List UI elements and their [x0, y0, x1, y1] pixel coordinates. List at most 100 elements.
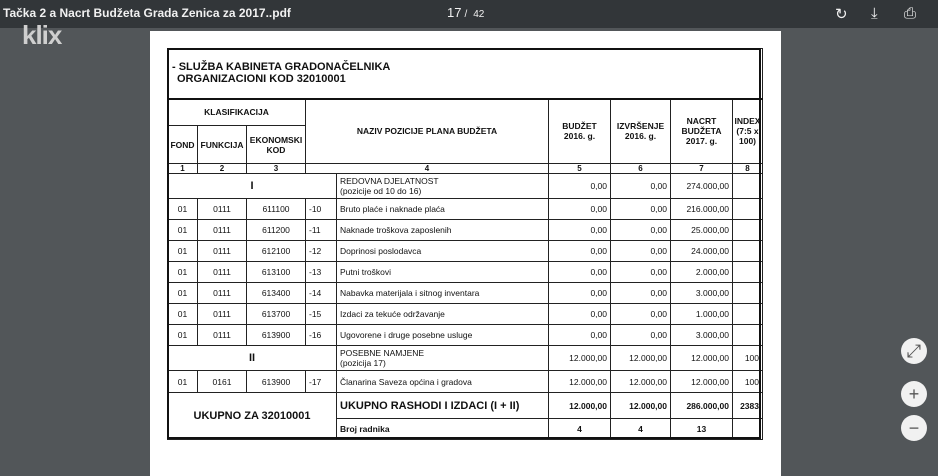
fond-cell: 01: [167, 370, 198, 393]
workers-i: 4: [610, 418, 671, 440]
section-name: REDOVNA DJELATNOST (pozicije od 10 do 16): [336, 173, 549, 199]
amount-b: 0,00: [548, 240, 611, 262]
table-row: 01 0161 613900 -17 Članarina Saveza općina i…: [167, 370, 763, 393]
zoom-out-icon[interactable]: −: [901, 415, 927, 441]
amount-b: 12.000,00: [548, 345, 611, 371]
amount-n: 216.000,00: [670, 198, 733, 220]
header-index: INDEX (7:5 x 100): [732, 98, 763, 164]
amount-x: [732, 219, 763, 241]
fond-cell: 01: [167, 261, 198, 283]
amount-i: 12.000,00: [610, 370, 671, 393]
ekonomski-cell: 613900: [246, 370, 306, 393]
col-number: 2: [197, 163, 247, 174]
workers-label: Broj radnika: [336, 418, 549, 440]
amount-b: 0,00: [548, 219, 611, 241]
ekonomski-cell: 611100: [246, 198, 306, 220]
section-row: I REDOVNA DJELATNOST (pozicije od 10 do 16…: [167, 173, 763, 199]
pozicija-cell: -14: [305, 282, 337, 304]
pozicija-cell: -15: [305, 303, 337, 325]
amount-x: 100: [732, 370, 763, 393]
amount-i: 0,00: [610, 198, 671, 220]
amount-n: 12.000,00: [670, 345, 733, 371]
document-title: Tačka 2 a Nacrt Budžeta Grada Zenica za …: [3, 6, 291, 20]
rotate-icon[interactable]: ↻: [835, 6, 848, 23]
table-row: 01 0111 613400 -14 Nabavka materijala i sitn…: [167, 282, 763, 304]
workers-row: Broj radnika 4 4 13: [168, 418, 763, 440]
naziv-cell: Izdaci za tekuće održavanje: [336, 303, 549, 325]
amount-i: 0,00: [610, 240, 671, 262]
col-number: 3: [246, 163, 306, 174]
total-label: UKUPNO ZA 32010001: [167, 392, 337, 440]
current-page-input[interactable]: 17: [447, 5, 462, 20]
ekonomski-cell: 611200: [246, 219, 306, 241]
amount-n: 2.000,00: [670, 261, 733, 283]
amount-b: 0,00: [548, 303, 611, 325]
total-b: 12.000,00: [548, 392, 611, 419]
ekonomski-cell: 613900: [246, 324, 306, 346]
fond-cell: 01: [167, 282, 198, 304]
pdf-page: - SLUŽBA KABINETA GRADONAČELNIKA ORGANIZA…: [150, 31, 781, 476]
amount-x: [732, 303, 763, 325]
naziv-cell: Ugovorene i druge posebne usluge: [336, 324, 549, 346]
naziv-cell: Bruto plaće i naknade plaća: [336, 198, 549, 220]
zoom-in-icon[interactable]: +: [901, 381, 927, 407]
fond-cell: 01: [167, 219, 198, 241]
pozicija-cell: -16: [305, 324, 337, 346]
col-number: 1: [167, 163, 198, 174]
header-klasifikacija: KLASIFIKACIJA: [167, 98, 306, 126]
amount-i: 0,00: [610, 324, 671, 346]
amount-b: 0,00: [548, 324, 611, 346]
total-name: UKUPNO RASHODI I IZDACI (I + II): [336, 392, 549, 419]
amount-n: 3.000,00: [670, 324, 733, 346]
table-row: 01 0111 612100 -12 Doprinosi poslodavca 0,00 0…: [167, 240, 763, 262]
fit-page-icon[interactable]: ⤢: [901, 338, 927, 364]
table-row: 01 0111 611200 -11 Naknade troškova zaposlen…: [167, 219, 763, 241]
amount-b: 0,00: [548, 261, 611, 283]
amount-n: 3.000,00: [670, 282, 733, 304]
header-nacrt: NACRT BUDŽETA 2017. g.: [670, 98, 733, 164]
ekonomski-cell: 612100: [246, 240, 306, 262]
amount-x: 100: [732, 345, 763, 371]
workers-n: 13: [670, 418, 733, 440]
table-row: 01 0111 613100 -13 Putni troškovi 0,00 0,00 2.0…: [167, 261, 763, 283]
amount-x: [732, 324, 763, 346]
total-x: 2383: [732, 392, 763, 419]
funkcija-cell: 0111: [197, 324, 247, 346]
funkcija-cell: 0161: [197, 370, 247, 393]
header-naziv: NAZIV POZICIJE PLANA BUDŽETA: [305, 98, 549, 164]
amount-i: 0,00: [610, 261, 671, 283]
total-i: 12.000,00: [610, 392, 671, 419]
print-icon[interactable]: ⎙: [904, 5, 917, 22]
header-izvrsenje: IZVRŠENJE 2016. g.: [610, 98, 671, 164]
funkcija-cell: 0111: [197, 282, 247, 304]
col-number: 8: [732, 163, 763, 174]
amount-x: [732, 240, 763, 262]
amount-i: 12.000,00: [610, 345, 671, 371]
amount-i: 0,00: [610, 303, 671, 325]
col-number: 5: [548, 163, 611, 174]
budget-table: - SLUŽBA KABINETA GRADONAČELNIKA ORGANIZA…: [167, 48, 763, 440]
header-ekonomski: EKONOMSKI KOD: [246, 125, 306, 164]
download-icon[interactable]: ⤓: [871, 5, 878, 22]
amount-i: 0,00: [610, 219, 671, 241]
amount-x: [732, 198, 763, 220]
pdf-toolbar: Tačka 2 a Nacrt Budžeta Grada Zenica za …: [0, 0, 938, 28]
amount-n: 24.000,00: [670, 240, 733, 262]
amount-b: 0,00: [548, 173, 611, 199]
org-heading: - SLUŽBA KABINETA GRADONAČELNIKA ORGANIZA…: [167, 48, 763, 100]
col-number: 6: [610, 163, 671, 174]
section-row: II POSEBNE NAMJENE (pozicija 17) 12.000,00 1…: [167, 345, 763, 371]
klix-watermark-logo: klix: [22, 20, 62, 50]
amount-n: 12.000,00: [670, 370, 733, 393]
col-number: 4: [305, 163, 549, 174]
header-budzet: BUDŽET 2016. g.: [548, 98, 611, 164]
naziv-cell: Doprinosi poslodavca: [336, 240, 549, 262]
heading-line1: - SLUŽBA KABINETA GRADONAČELNIKA: [172, 61, 391, 74]
naziv-cell: Nabavka materijala i sitnog inventara: [336, 282, 549, 304]
header-funkcija: FUNKCIJA: [197, 125, 247, 164]
naziv-cell: Naknade troškova zaposlenih: [336, 219, 549, 241]
amount-b: 0,00: [548, 282, 611, 304]
section-roman: I: [167, 173, 337, 199]
funkcija-cell: 0111: [197, 303, 247, 325]
amount-x: [732, 282, 763, 304]
